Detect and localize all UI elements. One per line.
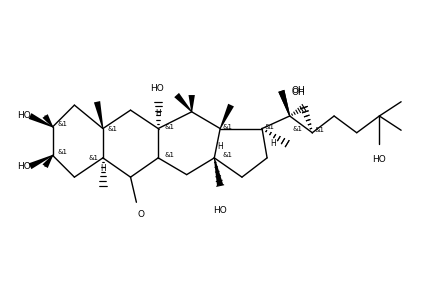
Text: &1: &1 (223, 124, 232, 130)
Text: OH: OH (291, 86, 305, 95)
Text: &1: &1 (164, 124, 174, 130)
Text: &1: &1 (58, 149, 68, 155)
Text: HO: HO (150, 84, 164, 93)
Text: HO: HO (17, 112, 31, 120)
Text: &1: &1 (292, 126, 302, 132)
Text: H: H (155, 109, 161, 118)
Polygon shape (29, 113, 53, 127)
Text: &1: &1 (264, 124, 274, 130)
Text: H: H (100, 164, 106, 173)
Polygon shape (214, 158, 223, 186)
Text: &1: &1 (89, 155, 99, 161)
Text: H: H (270, 139, 276, 148)
Text: &1: &1 (164, 152, 174, 158)
Text: H: H (217, 143, 223, 152)
Polygon shape (278, 90, 290, 116)
Text: &1: &1 (315, 127, 325, 133)
Polygon shape (42, 114, 53, 127)
Text: O: O (138, 210, 145, 219)
Polygon shape (42, 155, 53, 168)
Text: OH: OH (291, 88, 305, 97)
Polygon shape (94, 101, 104, 129)
Text: HO: HO (213, 206, 227, 215)
Polygon shape (220, 104, 234, 129)
Polygon shape (174, 93, 192, 112)
Text: &1: &1 (223, 152, 232, 158)
Polygon shape (29, 155, 53, 169)
Text: HO: HO (17, 162, 31, 171)
Text: HO: HO (372, 155, 386, 164)
Polygon shape (278, 90, 290, 116)
Polygon shape (188, 95, 195, 112)
Text: &1: &1 (108, 126, 118, 132)
Text: &1: &1 (58, 121, 68, 127)
